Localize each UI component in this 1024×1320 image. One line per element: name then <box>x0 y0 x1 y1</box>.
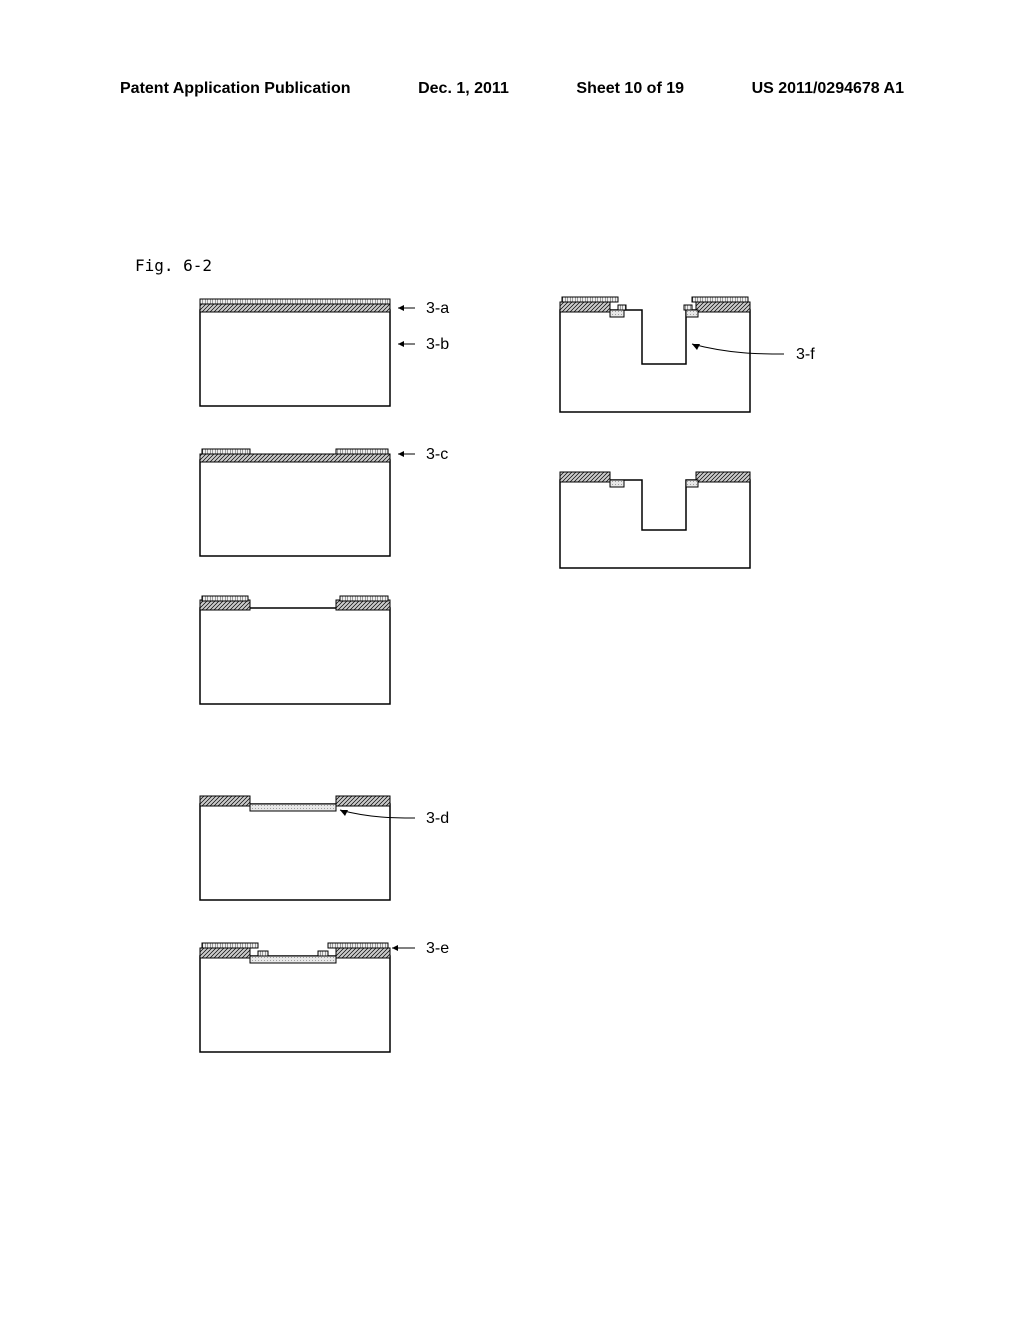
label-3b: 3-b <box>426 336 449 354</box>
publication-date: Dec. 1, 2011 <box>418 80 509 98</box>
page-header: Patent Application Publication Dec. 1, 2… <box>0 80 1024 98</box>
diagram-step-7 <box>560 468 780 593</box>
diagram-step-5: 3-e <box>200 944 460 1069</box>
diagram-step-1: 3-a 3-b <box>200 298 460 433</box>
label-3f: 3-f <box>796 346 815 364</box>
publication-type: Patent Application Publication <box>120 80 351 98</box>
diagram-step-2: 3-c <box>200 448 460 573</box>
diagram-step-4: 3-d <box>200 792 460 917</box>
figure-label: Fig. 6-2 <box>135 256 212 275</box>
diagram-step-3 <box>200 596 420 721</box>
label-3e: 3-e <box>426 940 449 958</box>
publication-number: US 2011/0294678 A1 <box>752 80 904 98</box>
label-3a: 3-a <box>426 300 449 318</box>
label-3c: 3-c <box>426 446 448 464</box>
diagram-step-6: 3-f <box>560 298 840 443</box>
label-3d: 3-d <box>426 810 449 828</box>
sheet-number: Sheet 10 of 19 <box>576 80 684 98</box>
